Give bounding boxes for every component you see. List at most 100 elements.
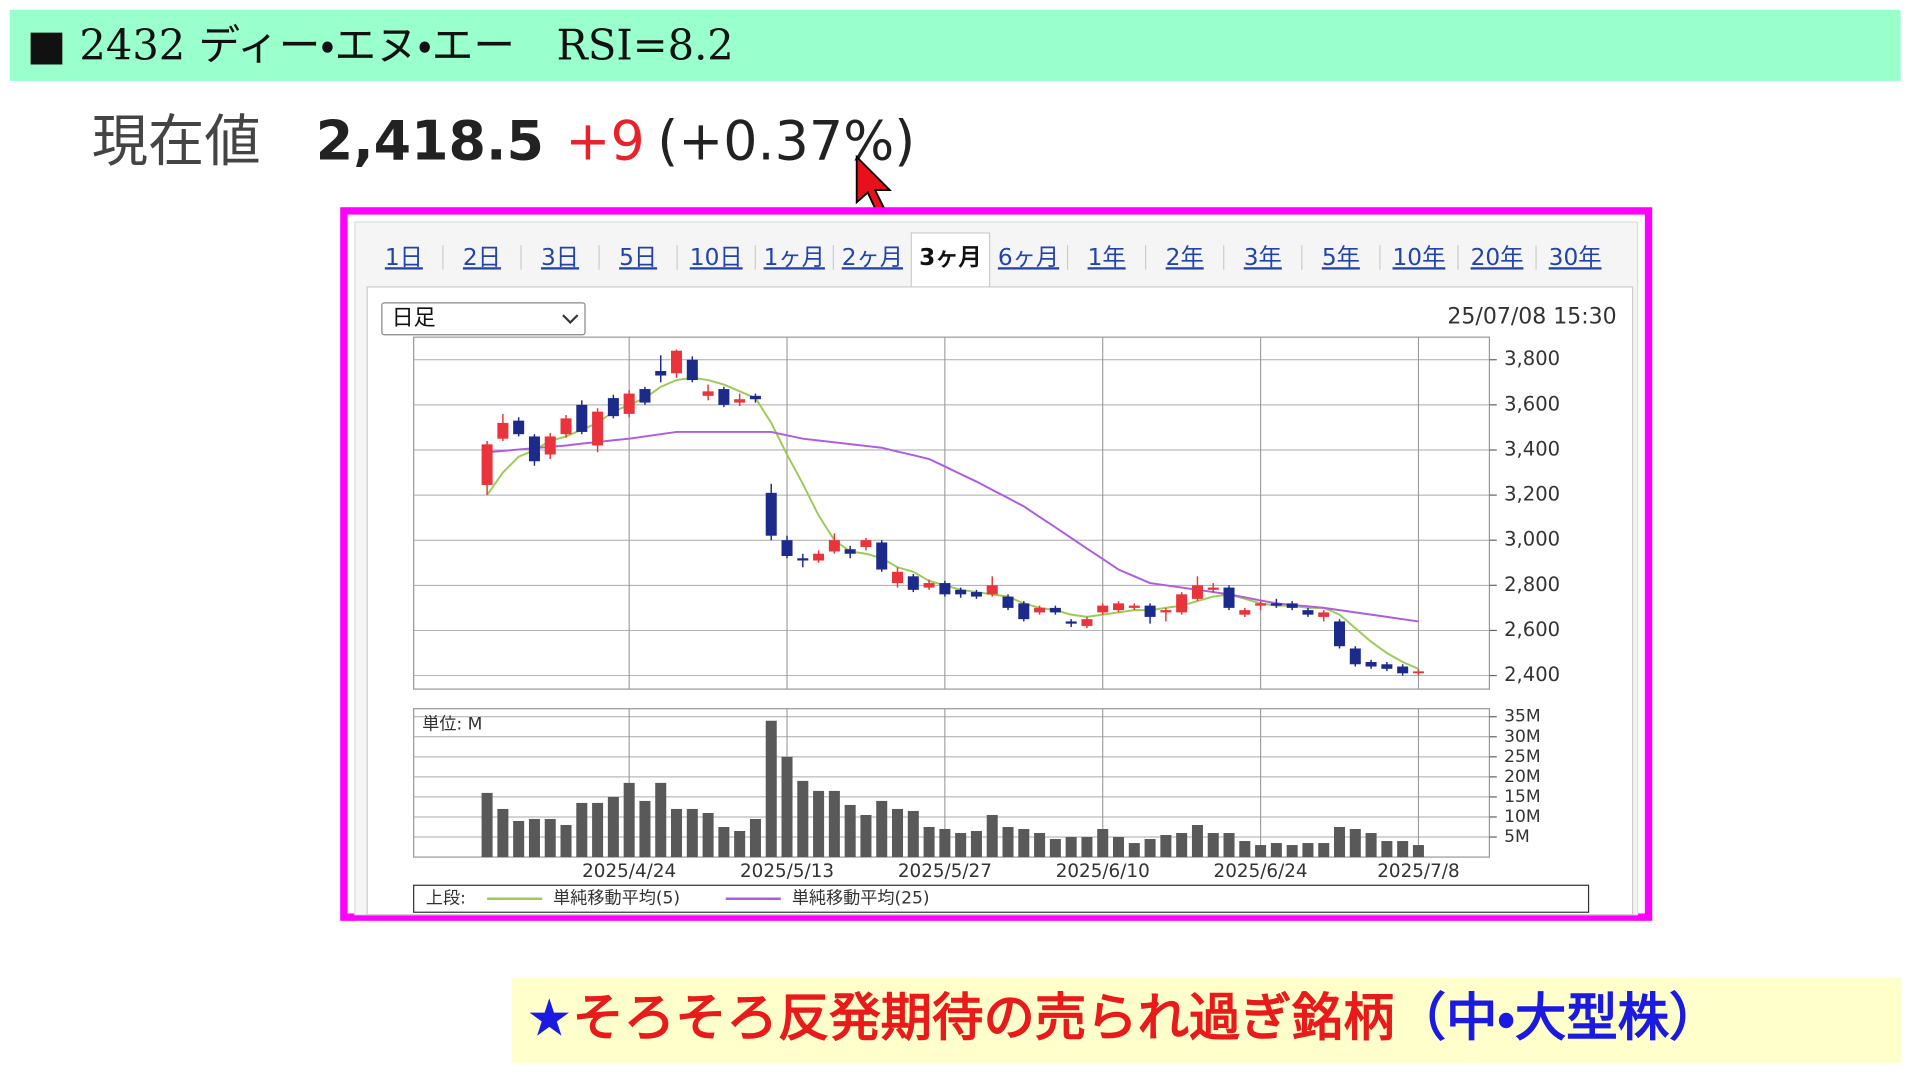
candle-body: [1397, 666, 1409, 674]
candle-body: [907, 576, 919, 590]
volume-bar: [592, 802, 604, 858]
volume-bar: [765, 720, 777, 858]
tab[interactable]: 5日: [619, 244, 657, 271]
volume-bar: [828, 790, 840, 858]
tab[interactable]: 30年: [1549, 244, 1602, 271]
volume-bar: [1049, 839, 1061, 858]
candle-body: [1049, 607, 1061, 613]
tab[interactable]: 3年: [1244, 244, 1282, 271]
quote-price: 2,418.5: [316, 109, 544, 172]
volume-bar: [955, 833, 967, 858]
candle-body: [1097, 605, 1109, 613]
volume-bar: [1381, 841, 1393, 858]
tab[interactable]: 3日: [541, 244, 579, 271]
candle-body: [1270, 603, 1282, 606]
candle-body: [1018, 603, 1030, 620]
y-tick-label: 3,600: [1504, 392, 1560, 415]
tab[interactable]: 2日: [463, 244, 501, 271]
quote-label: 現在値: [92, 109, 261, 174]
candle-body: [1239, 610, 1251, 615]
volume-bar: [781, 756, 793, 858]
y-tick-label: 20M: [1504, 767, 1541, 787]
tab[interactable]: 2年: [1166, 244, 1204, 271]
volume-bar: [1113, 837, 1125, 858]
tab[interactable]: 1年: [1088, 244, 1126, 271]
candle-body: [497, 422, 509, 439]
y-tick-label: 2,400: [1504, 663, 1560, 686]
volume-bar: [481, 792, 493, 858]
x-tick-label: 2025/6/24: [1214, 861, 1308, 882]
tab[interactable]: 20年: [1471, 244, 1524, 271]
period-select-label[interactable]: 日足: [392, 306, 436, 331]
candle-body: [686, 359, 698, 381]
tab[interactable]: 1日: [385, 244, 423, 271]
quote-change-pct: (+0.37%): [657, 109, 915, 172]
candle-body: [939, 583, 951, 595]
tab[interactable]: 3ヶ月: [919, 244, 982, 271]
candle-body: [1128, 605, 1140, 608]
volume-bar: [1286, 845, 1298, 858]
tab[interactable]: 5年: [1322, 244, 1360, 271]
plots: 2,400 2,600 2,800 3,000 3,200 3,400 3,600 3,800…: [413, 337, 1560, 909]
candle-body: [844, 549, 856, 554]
volume-bar: [1239, 841, 1251, 858]
candle-body: [1412, 671, 1424, 674]
candle-body: [560, 418, 572, 435]
y-tick-label: 5M: [1504, 827, 1530, 847]
candle-body: [481, 444, 493, 485]
select-chevron: [562, 314, 579, 325]
candle-body: [1207, 587, 1219, 590]
candle-body: [860, 540, 872, 547]
candle-body: [1065, 621, 1077, 624]
quote-change: +9: [565, 109, 644, 172]
candle-body: [876, 542, 888, 570]
moving-average-line: [487, 430, 1419, 623]
volume-bar: [844, 804, 856, 858]
candle-body: [1223, 587, 1235, 608]
candle-body: [749, 395, 761, 400]
candle-body: [1255, 603, 1267, 606]
tab[interactable]: 10年: [1393, 244, 1446, 271]
tab[interactable]: 2ヶ月: [842, 244, 903, 271]
volume-bar: [576, 802, 588, 858]
x-tick-label: 2025/6/10: [1056, 861, 1150, 882]
candle-body: [1034, 607, 1046, 613]
tab[interactable]: 1ヶ月: [764, 244, 825, 271]
period-select[interactable]: [381, 302, 586, 336]
price-plot: [413, 336, 1491, 690]
banner: ★そろそろ反発期待の売られ過ぎ銘柄（中・大型株）: [526, 988, 1720, 1048]
volume-bar: [1302, 843, 1314, 858]
candle-body: [797, 558, 809, 561]
volume-bar: [1097, 829, 1109, 858]
volume-bar: [1397, 841, 1409, 858]
volume-bar: [1034, 833, 1046, 858]
candle-body: [623, 393, 635, 414]
volume-bar: [718, 826, 730, 858]
volume-bar: [1002, 826, 1014, 858]
candle-body: [1365, 662, 1377, 667]
candle-body: [1302, 610, 1314, 615]
tab[interactable]: 10日: [690, 244, 743, 271]
volume-bar: [686, 808, 698, 858]
candle-body: [1081, 619, 1093, 626]
candle-body: [702, 391, 714, 396]
y-tick-label: 3,400: [1504, 437, 1560, 460]
candle-body: [828, 540, 840, 552]
volume-bar: [970, 831, 982, 858]
header-bar: [9, 9, 1901, 81]
volume-bar: [1128, 843, 1140, 858]
candle-body: [655, 371, 667, 376]
volume-bar: [860, 814, 872, 858]
volume-bar: [1191, 824, 1203, 858]
tab[interactable]: 6ヶ月: [998, 244, 1059, 271]
candle-body: [639, 389, 651, 403]
legend-label: 単純移動平均(5): [553, 889, 680, 909]
header-title: ■ 2432 ディー・エヌ・エー RSI=8.2: [27, 21, 734, 70]
y-tick-label: 2,800: [1504, 573, 1560, 596]
candle-body: [1318, 612, 1330, 617]
candle-body: [765, 492, 777, 536]
volume-bar: [702, 812, 714, 858]
y-tick-label: 2,600: [1504, 618, 1560, 641]
legend-label: 単純移動平均(25): [792, 889, 930, 909]
legend-box: [413, 884, 1590, 913]
